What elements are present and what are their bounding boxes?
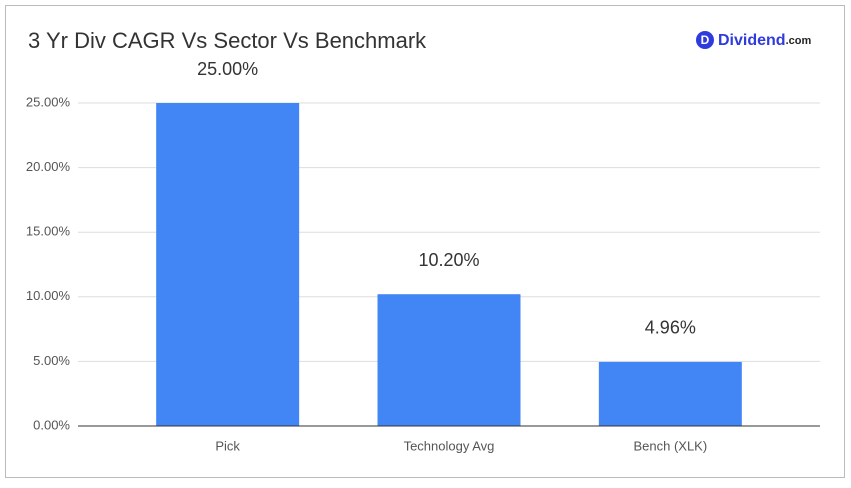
value-label: 4.96% (645, 318, 696, 338)
bar (377, 294, 521, 426)
logo-badge (696, 31, 714, 49)
logo-suffix: .com (786, 35, 812, 47)
y-tick-label: 15.00% (26, 224, 71, 239)
bar (156, 103, 300, 426)
x-tick-label: Bench (XLK) (633, 438, 707, 453)
value-label: 10.20% (418, 250, 479, 270)
y-tick-label: 5.00% (33, 353, 70, 368)
value-label: 25.00% (197, 59, 258, 79)
logo-icon: D (701, 33, 710, 47)
logo-name: Dividend.com (718, 32, 811, 49)
x-tick-label: Technology Avg (404, 438, 495, 453)
chart-title: 3 Yr Div CAGR Vs Sector Vs Benchmark (28, 28, 427, 53)
x-tick-label: Pick (215, 438, 240, 453)
y-tick-label: 0.00% (33, 417, 70, 432)
bar (598, 361, 742, 426)
logo-name-text: Dividend (718, 32, 786, 49)
y-tick-label: 10.00% (26, 288, 71, 303)
y-tick-label: 20.00% (26, 159, 71, 174)
y-tick-label: 25.00% (26, 94, 71, 109)
